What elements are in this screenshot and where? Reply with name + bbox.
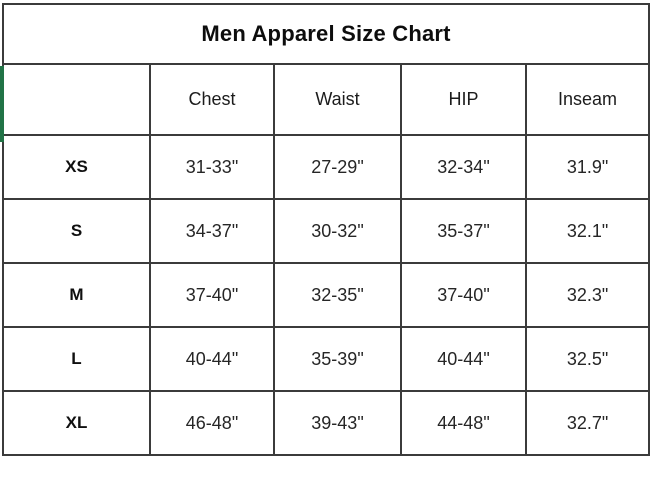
header-row: Chest Waist HIP Inseam xyxy=(2,63,650,136)
size-label: L xyxy=(2,326,151,392)
inseam-value: 32.3" xyxy=(524,262,650,328)
waist-value: 39-43" xyxy=(273,390,402,456)
waist-value: 27-29" xyxy=(273,134,402,200)
hip-value: 37-40" xyxy=(400,262,527,328)
hip-value: 44-48" xyxy=(400,390,527,456)
table-row-m: M 37-40" 32-35" 37-40" 32.3" xyxy=(2,262,650,328)
chest-value: 37-40" xyxy=(149,262,275,328)
chart-title: Men Apparel Size Chart xyxy=(1,3,650,65)
column-header-chest: Chest xyxy=(149,63,275,136)
inseam-value: 31.9" xyxy=(524,134,650,200)
size-chart: Men Apparel Size Chart Chest Waist HIP I… xyxy=(1,3,650,456)
size-chart-table: Men Apparel Size Chart Chest Waist HIP I… xyxy=(1,3,650,456)
size-label: M xyxy=(2,262,151,328)
hip-value: 40-44" xyxy=(400,326,527,392)
size-label: XL xyxy=(2,390,151,456)
chest-value: 31-33" xyxy=(149,134,275,200)
hip-value: 35-37" xyxy=(400,198,527,264)
column-header-inseam: Inseam xyxy=(524,63,650,136)
table-row-xs: XS 31-33" 27-29" 32-34" 31.9" xyxy=(2,134,650,200)
title-row: Men Apparel Size Chart xyxy=(1,3,650,65)
table-row-l: L 40-44" 35-39" 40-44" 32.5" xyxy=(2,326,650,392)
inseam-value: 32.7" xyxy=(524,390,650,456)
size-label: XS xyxy=(2,134,151,200)
column-header-size xyxy=(2,63,151,136)
waist-value: 35-39" xyxy=(273,326,402,392)
inseam-value: 32.5" xyxy=(524,326,650,392)
waist-value: 32-35" xyxy=(273,262,402,328)
chest-value: 46-48" xyxy=(149,390,275,456)
column-header-hip: HIP xyxy=(400,63,527,136)
size-label: S xyxy=(2,198,151,264)
inseam-value: 32.1" xyxy=(524,198,650,264)
chest-value: 34-37" xyxy=(149,198,275,264)
table-row-s: S 34-37" 30-32" 35-37" 32.1" xyxy=(2,198,650,264)
chest-value: 40-44" xyxy=(149,326,275,392)
table-row-xl: XL 46-48" 39-43" 44-48" 32.7" xyxy=(2,390,650,456)
column-header-waist: Waist xyxy=(273,63,402,136)
hip-value: 32-34" xyxy=(400,134,527,200)
selection-accent-bar xyxy=(0,66,4,142)
waist-value: 30-32" xyxy=(273,198,402,264)
